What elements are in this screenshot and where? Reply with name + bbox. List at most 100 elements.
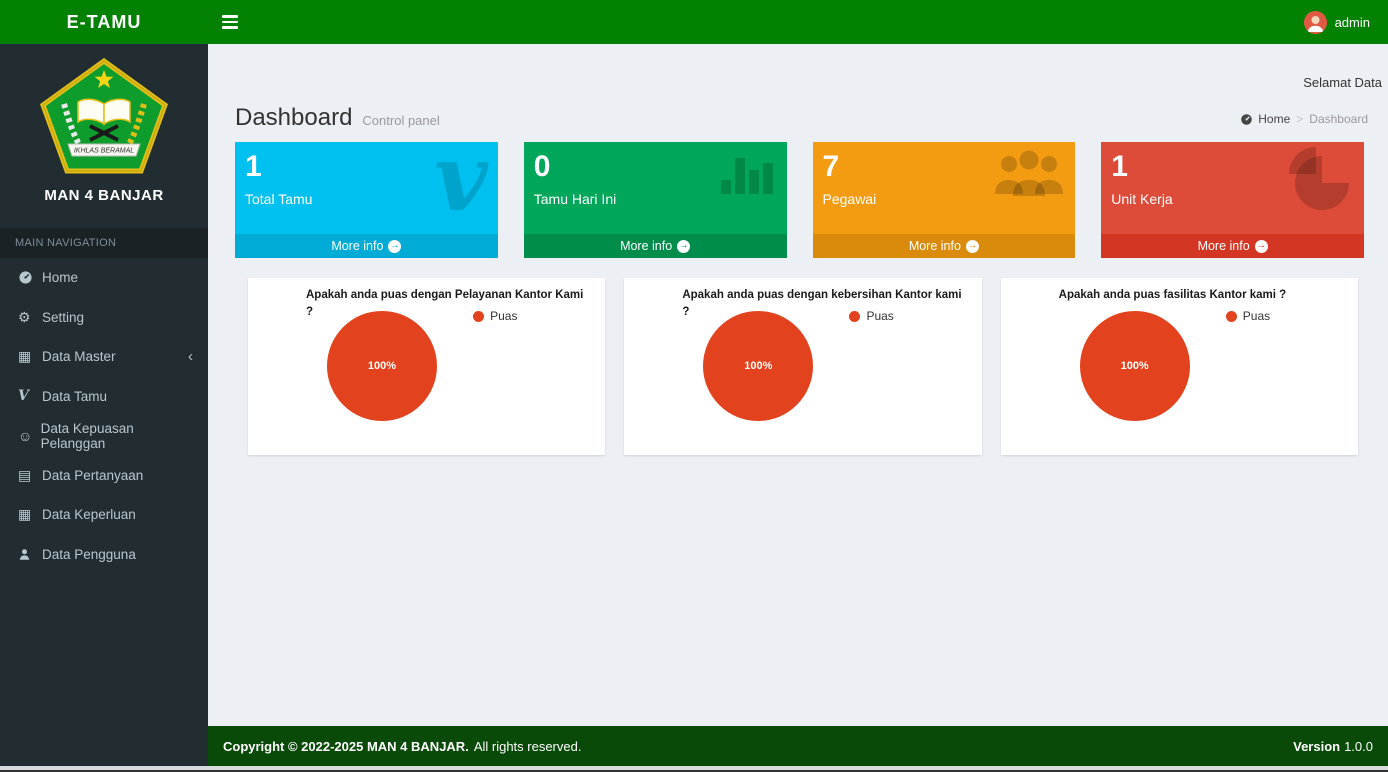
hamburger-icon [222, 15, 238, 18]
infobox-total-tamu: 1 Total Tamu v More info → [235, 142, 498, 258]
dashboard-icon [1241, 113, 1253, 125]
pie-chart-icon [1286, 146, 1354, 212]
sidebar-item-label: Home [42, 270, 79, 286]
sidebar-item-data-master[interactable]: ▦ Data Master ‹ [0, 337, 208, 377]
breadcrumb-home-label: Home [1258, 112, 1291, 126]
bar-chart-icon [720, 146, 777, 198]
sidebar-item-label: Data Pertanyaan [42, 467, 144, 483]
arrow-circle-right-icon: → [677, 239, 691, 253]
more-info-label: More info [620, 239, 673, 253]
window-edge [0, 766, 1388, 770]
infobox-value: 1 [245, 150, 262, 183]
brand-logo[interactable]: E-TAMU [0, 0, 208, 44]
sidebar-item-data-kepuasan-pelanggan[interactable]: ☺ Data Kepuasan Pelanggan [0, 416, 208, 456]
legend-marker-icon [473, 310, 485, 322]
more-info-link[interactable]: More info → [812, 234, 1076, 258]
legend-label: Puas [490, 309, 518, 323]
breadcrumb-current: Dashboard [1309, 112, 1368, 126]
chart-legend: Puas [1225, 309, 1270, 323]
page-title: Dashboard [235, 104, 353, 131]
chart-title: Apakah anda puas dengan kebersihan Kanto… [682, 289, 962, 319]
users-icon [993, 146, 1065, 202]
vine-icon: V [18, 388, 29, 405]
pie-slice-label: 100% [367, 360, 397, 372]
sidebar-item-data-pertanyaan[interactable]: ▤ Data Pertanyaan [0, 456, 208, 496]
logo-banner-text: IKHLAS BERAMAL [74, 148, 134, 155]
top-navbar: E-TAMU admin [0, 0, 1388, 44]
footer: Copyright © 2022-2025 MAN 4 BANJAR. All r… [208, 726, 1388, 766]
chart-title: Apakah anda puas dengan Pelayanan Kantor… [306, 289, 584, 319]
org-name: MAN 4 BANJAR [44, 187, 164, 204]
table-icon: ▦ [18, 506, 32, 523]
nav-section-header: MAIN NAVIGATION [0, 228, 208, 258]
footer-copyright: Copyright © 2022-2025 MAN 4 BANJAR. [223, 738, 469, 754]
user-menu[interactable]: admin [1286, 0, 1388, 44]
page-subtitle: Control panel [362, 113, 440, 128]
chart-card-kebersihan: Apakah anda puas dengan kebersihan Kanto… [624, 278, 982, 455]
sidebar-item-label: Data Tamu [42, 388, 108, 404]
sidebar-item-data-keperluan[interactable]: ▦ Data Keperluan [0, 495, 208, 535]
sidebar-item-label: Data Kepuasan Pelanggan [40, 420, 134, 451]
sidebar-item-label: Setting [42, 309, 85, 325]
chart-legend: Puas [849, 309, 894, 323]
legend-marker-icon [1225, 310, 1237, 322]
breadcrumb-home-link[interactable]: Home [1240, 112, 1290, 126]
footer-version: Version 1.0.0 [1293, 739, 1373, 754]
pie-chart[interactable]: 100% [703, 311, 814, 421]
brand-label: E-TAMU [66, 11, 142, 32]
pie-slice-label: 100% [744, 360, 773, 372]
infobox-value: 1 [1111, 150, 1128, 183]
infobox-value: 7 [822, 150, 840, 183]
vimeo-icon: v [434, 142, 488, 232]
version-label: Version [1293, 738, 1341, 754]
infobox-label: Total Tamu [245, 191, 313, 207]
chart-card-fasilitas: Apakah anda puas fasilitas Kantor kami ?… [1000, 278, 1358, 455]
breadcrumb: Home > Dashboard [1240, 112, 1368, 126]
avatar-image [1303, 10, 1327, 34]
more-info-link[interactable]: More info → [523, 234, 787, 258]
more-info-label: More info [1197, 239, 1250, 253]
infobox-tamu-hari-ini: 0 Tamu Hari Ini More info → [523, 142, 787, 258]
gear-icon: ⚙ [18, 308, 31, 325]
list-icon: ▤ [18, 466, 32, 483]
sidebar-item-setting[interactable]: ⚙ Setting [0, 298, 208, 338]
sidebar-item-label: Data Pengguna [42, 546, 136, 562]
more-info-label: More info [331, 239, 384, 253]
pie-chart[interactable]: 100% [327, 311, 437, 421]
breadcrumb-separator: > [1296, 112, 1304, 126]
sidebar-item-home[interactable]: Home [0, 258, 208, 298]
chart-title: Apakah anda puas fasilitas Kantor kami ? [1058, 289, 1287, 301]
legend-marker-icon [849, 310, 861, 322]
more-info-link[interactable]: More info → [235, 234, 498, 258]
kemenag-logo-icon: IKHLAS BERAMAL [40, 57, 168, 174]
infobox-pegawai: 7 Pegawai More info → [812, 142, 1076, 258]
charts-row: Apakah anda puas dengan Pelayanan Kantor… [248, 278, 1358, 455]
sidebar: IKHLAS BERAMAL MAN 4 BANJAR MAIN NAVIGAT… [0, 44, 208, 766]
more-info-label: More info [908, 239, 961, 253]
user-name: admin [1334, 14, 1370, 30]
infobox-label: Tamu Hari Ini [533, 191, 617, 207]
table-icon: ▦ [18, 348, 32, 365]
welcome-text: Selamat Data [1303, 75, 1382, 90]
user-icon [18, 548, 42, 561]
chart-card-pelayanan: Apakah anda puas dengan Pelayanan Kantor… [248, 278, 606, 455]
arrow-circle-right-icon: → [388, 239, 402, 253]
sidebar-toggle-button[interactable] [208, 0, 252, 44]
infobox-label: Pegawai [822, 191, 877, 207]
pie-chart[interactable]: 100% [1079, 311, 1190, 421]
sidebar-item-data-tamu[interactable]: V Data Tamu [0, 377, 208, 417]
more-info-link[interactable]: More info → [1101, 234, 1364, 258]
window-edge-dark [0, 770, 1388, 772]
infobox-unit-kerja: 1 Unit Kerja More info → [1101, 142, 1364, 258]
arrow-circle-right-icon: → [1254, 239, 1268, 253]
info-boxes-row: 1 Total Tamu v More info → 0 Tamu Hari I… [235, 142, 1364, 258]
sidebar-item-label: Data Keperluan [42, 507, 136, 523]
org-logo-panel: IKHLAS BERAMAL MAN 4 BANJAR [0, 44, 208, 214]
content-header: Dashboard Control panel [208, 44, 1388, 142]
pie-slice-label: 100% [1120, 360, 1149, 372]
main-content: Selamat Data Home > Dashboard Dashboard … [208, 44, 1388, 726]
sidebar-item-data-pengguna[interactable]: Data Pengguna [0, 535, 208, 575]
chart-legend: Puas [473, 309, 517, 323]
arrow-circle-right-icon: → [965, 239, 979, 253]
version-value: 1.0.0 [1344, 738, 1373, 754]
